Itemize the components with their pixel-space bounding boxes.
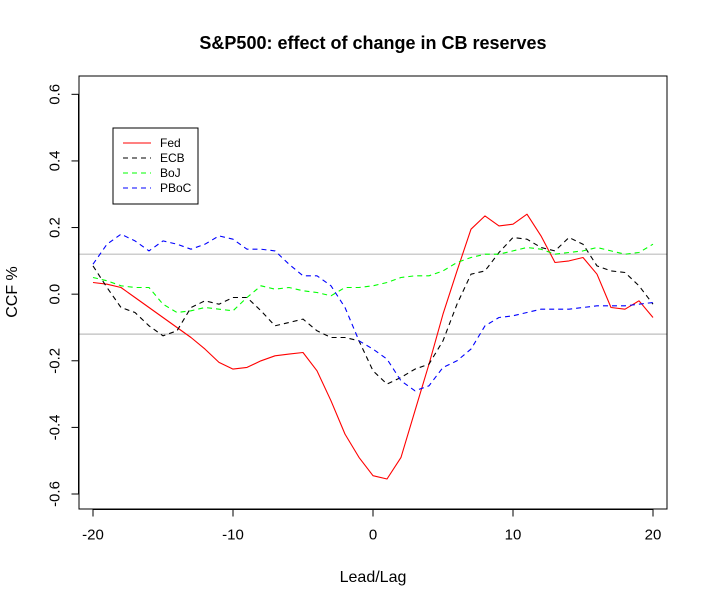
reference-lines bbox=[79, 253, 667, 335]
legend-label-pboc: PBoC bbox=[160, 181, 192, 195]
y-tick-label: 0.0 bbox=[47, 284, 64, 305]
y-axis: -0.6 -0.4 -0.2 0.0 0.2 0.4 0.6 bbox=[47, 84, 79, 507]
y-tick-label: -0.6 bbox=[47, 481, 64, 507]
x-tick-label: 20 bbox=[645, 527, 662, 544]
x-axis-label: Lead/Lag bbox=[340, 569, 407, 586]
legend-label-ecb: ECB bbox=[160, 151, 185, 165]
x-tick-label: -20 bbox=[82, 527, 104, 544]
x-axis: -20 -10 0 10 20 bbox=[82, 509, 662, 544]
x-tick-label: 10 bbox=[505, 527, 522, 544]
series-line-fed bbox=[92, 213, 654, 480]
y-tick-label: 0.6 bbox=[47, 84, 64, 105]
legend-label-boj: BoJ bbox=[160, 166, 181, 180]
legend-label-fed: Fed bbox=[160, 136, 181, 150]
y-tick-label: 0.2 bbox=[47, 217, 64, 238]
y-tick-label: 0.4 bbox=[47, 151, 64, 172]
x-tick-label: 0 bbox=[369, 527, 377, 544]
chart-title: S&P500: effect of change in CB reserves bbox=[199, 33, 546, 53]
legend-box bbox=[112, 127, 199, 205]
y-axis-label: CCF % bbox=[4, 266, 21, 318]
series-line-boj bbox=[92, 243, 654, 314]
series-line-pboc bbox=[92, 233, 654, 392]
series-line-ecb bbox=[92, 236, 654, 385]
series-lines bbox=[92, 213, 654, 480]
x-tick-label: -10 bbox=[222, 527, 244, 544]
y-tick-label: -0.4 bbox=[47, 414, 64, 440]
y-tick-label: -0.2 bbox=[47, 348, 64, 374]
